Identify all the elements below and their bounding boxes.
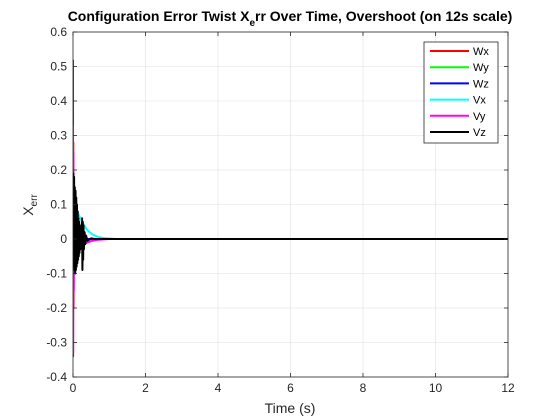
y-tick-label: 0 xyxy=(60,232,67,246)
x-tick-label: 0 xyxy=(70,381,77,395)
chart-title: Configuration Error Twist Xerr Over Time… xyxy=(68,8,513,29)
chart-title-main: Configuration Error Twist X xyxy=(68,8,250,24)
y-tick-label: 0.6 xyxy=(50,25,67,39)
x-tick-label: 8 xyxy=(360,381,367,395)
y-tick-label: -0.2 xyxy=(46,301,67,315)
y-axis-label-main: X xyxy=(20,206,36,216)
legend-items: Wx Wy Wz Vx Vy Vz xyxy=(430,46,489,139)
x-tick-label: 4 xyxy=(215,381,222,395)
y-tick-label: 0.4 xyxy=(50,94,67,108)
y-axis-label-subscript: err xyxy=(29,194,40,207)
legend-label-wx: Wx xyxy=(473,46,489,58)
x-axis-label: Time (s) xyxy=(265,400,316,416)
legend-label-vy: Vy xyxy=(473,111,486,123)
series-line-vz xyxy=(73,172,508,275)
y-tick-label: 0.5 xyxy=(50,60,67,74)
legend: Wx Wy Wz Vx Vy Vz xyxy=(423,41,499,144)
y-tick-label: -0.3 xyxy=(46,336,67,350)
x-tick-label: 10 xyxy=(429,381,443,395)
x-tick-label: 2 xyxy=(142,381,149,395)
legend-label-vx: Vx xyxy=(473,95,486,107)
y-tick-label: 0.2 xyxy=(50,163,67,177)
legend-label-wz: Wz xyxy=(473,78,489,90)
x-tick-label: 12 xyxy=(501,381,515,395)
y-axis-label: Xerr xyxy=(20,194,40,216)
legend-label-wy: Wy xyxy=(473,62,489,74)
y-tick-label: -0.1 xyxy=(46,267,67,281)
y-tick-label: 0.3 xyxy=(50,129,67,143)
y-tick-label: 0.1 xyxy=(50,198,67,212)
y-tick-labels: -0.4 -0.3 -0.2 -0.1 0 0.1 0.2 0.3 0.4 0.5 0.6 xyxy=(46,25,67,384)
legend-box xyxy=(423,41,499,144)
chart-title-subscript: e xyxy=(249,18,255,29)
x-tick-labels: 0 2 4 6 8 10 12 xyxy=(70,381,515,395)
axis-ticks xyxy=(72,31,509,378)
y-tick-label: -0.4 xyxy=(46,370,67,384)
chart-title-rest: rr Over Time, Overshoot (on 12s scale) xyxy=(255,8,512,24)
x-tick-label: 6 xyxy=(287,381,294,395)
legend-label-vz: Vz xyxy=(473,127,486,139)
